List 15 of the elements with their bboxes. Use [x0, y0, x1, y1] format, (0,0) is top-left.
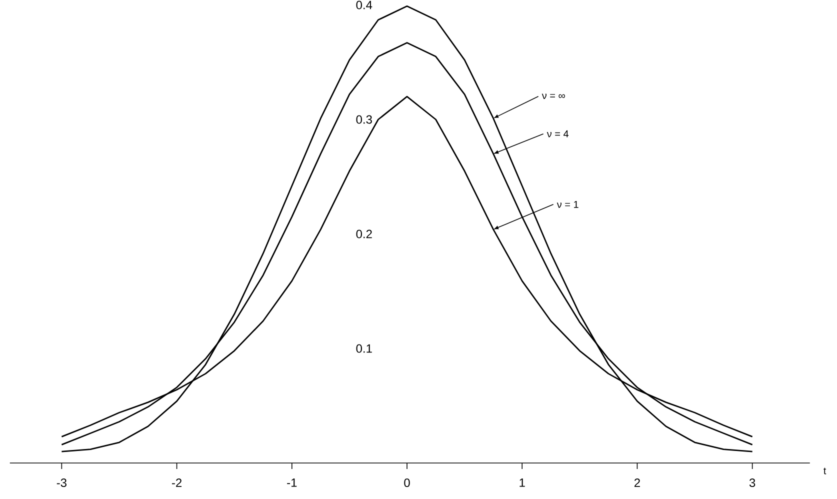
x-tick-label: 1	[520, 478, 525, 487]
text: ν = ∞	[542, 94, 565, 99]
x-tick-label: 2	[634, 478, 640, 487]
y-tick-label: 0.2	[356, 230, 372, 238]
text: ν = 4	[546, 130, 569, 138]
x-tick-label: -1	[287, 478, 297, 487]
x-tick-label: -3	[56, 478, 66, 488]
x-tick-label: 3	[749, 478, 756, 488]
y-tick-label: 0.3	[356, 115, 372, 124]
text: ν = 1	[556, 200, 578, 208]
x-tick-label: 0	[404, 478, 410, 488]
y-tick-label: 0.4	[356, 0, 372, 10]
y-tick-label: 0.1	[356, 344, 372, 353]
x-tick-label: -2	[172, 478, 182, 487]
x-axis-title: t	[824, 468, 826, 474]
